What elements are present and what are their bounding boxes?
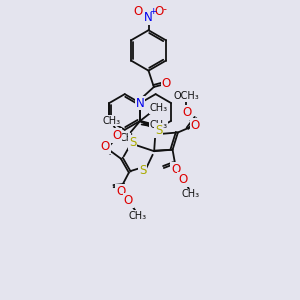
- Text: CH₃: CH₃: [149, 103, 168, 113]
- Text: CH₃: CH₃: [182, 189, 200, 199]
- Text: -: -: [162, 4, 166, 14]
- Text: OCH₃: OCH₃: [173, 91, 199, 101]
- Text: O: O: [134, 5, 143, 18]
- Text: N: N: [144, 11, 153, 24]
- Text: O: O: [154, 5, 164, 18]
- Text: CH₃: CH₃: [149, 120, 168, 130]
- Text: CH₃: CH₃: [103, 116, 121, 126]
- Text: O: O: [162, 77, 171, 90]
- Text: O: O: [112, 129, 121, 142]
- Text: +: +: [149, 7, 156, 16]
- Text: O: O: [101, 140, 110, 153]
- Text: O: O: [182, 106, 191, 119]
- Text: O: O: [124, 194, 133, 207]
- Text: CH₃: CH₃: [120, 133, 138, 143]
- Text: S: S: [129, 136, 136, 149]
- Text: CH₃: CH₃: [129, 211, 147, 221]
- Text: O: O: [171, 163, 180, 176]
- Text: O: O: [178, 173, 188, 186]
- Text: O: O: [116, 184, 125, 197]
- Text: O: O: [190, 119, 200, 132]
- Text: S: S: [139, 164, 146, 177]
- Text: N: N: [136, 97, 145, 110]
- Text: S: S: [155, 124, 162, 137]
